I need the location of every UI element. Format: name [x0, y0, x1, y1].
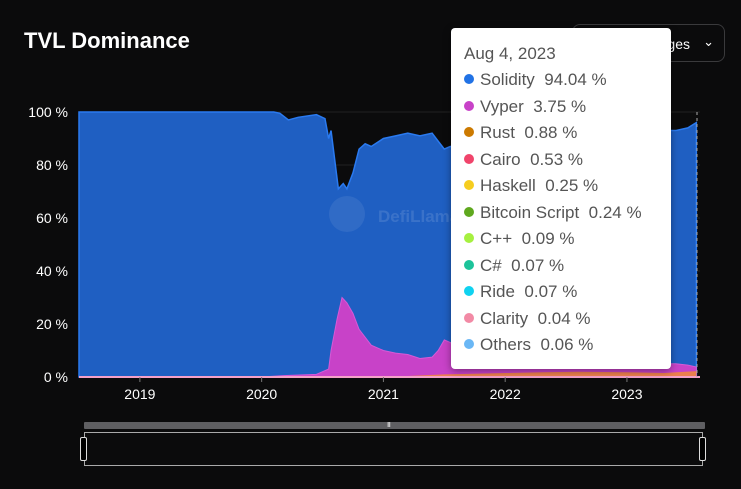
- tooltip-series-name: Others: [480, 335, 532, 354]
- series-dot-icon: [464, 233, 474, 243]
- y-tick-label: 20 %: [36, 316, 68, 332]
- x-tick-label: 2019: [124, 386, 155, 402]
- series-dot-icon: [464, 127, 474, 137]
- tooltip-series-value: 0.24 %: [579, 202, 642, 222]
- series-dot-icon: [464, 153, 474, 164]
- tooltip-date: Aug 4, 2023: [464, 44, 556, 63]
- llama-logo-icon: [329, 196, 365, 232]
- range-selector[interactable]: [84, 432, 703, 466]
- chart-title: TVL Dominance: [24, 28, 190, 53]
- tooltip-series-name: C#: [480, 255, 502, 275]
- series-dot-icon: [464, 339, 474, 349]
- tooltip-row: Ride 0.07 %: [464, 282, 577, 304]
- tooltip-series-value: 0.04 %: [528, 308, 591, 328]
- range-slider-grip-icon[interactable]: III: [387, 422, 391, 429]
- series-dot-icon: [464, 74, 474, 84]
- tooltip-series-name: Solidity: [480, 70, 535, 89]
- tooltip-series-name: Rust: [480, 123, 515, 142]
- x-tick-label: 2021: [368, 386, 399, 402]
- y-tick-label: 100 %: [28, 104, 68, 120]
- series-dot-icon: [464, 286, 474, 296]
- tooltip-series-name: Haskell: [480, 176, 536, 195]
- series-dot-icon: [464, 100, 474, 111]
- range-handle-left[interactable]: [80, 437, 87, 461]
- tooltip-series-name: Bitcoin Script: [480, 202, 580, 222]
- tooltip-row: C# 0.07 %: [464, 256, 564, 278]
- tooltip-row: Cairo 0.53 %: [464, 150, 583, 172]
- tooltip-series-value: 0.25 %: [535, 176, 599, 195]
- series-dot-icon: [464, 312, 474, 323]
- y-tick-label: 0 %: [44, 369, 68, 385]
- range-handle-right[interactable]: [699, 437, 706, 461]
- tooltip-series-value: 0.07 %: [514, 282, 578, 301]
- tooltip-series-value: 0.06 %: [531, 335, 594, 354]
- watermark-text: DefiLlama: [378, 207, 460, 226]
- x-tick-label: 2020: [246, 386, 277, 402]
- range-slider-track[interactable]: [84, 422, 705, 429]
- series-area-others: [79, 371, 697, 377]
- y-tick-label: 80 %: [36, 157, 68, 173]
- tooltip-series-value: 3.75 %: [523, 96, 587, 116]
- tooltip-row: Rust 0.88 %: [464, 123, 577, 145]
- tooltip: Aug 4, 2023 Solidity 94.04 % Vyper 3.75 %…: [451, 28, 671, 369]
- series-dot-icon: [464, 259, 474, 270]
- tooltip-row: Bitcoin Script 0.24 %: [464, 203, 642, 225]
- tooltip-row: Solidity 94.04 %: [464, 70, 607, 92]
- tooltip-series-value: 0.88 %: [514, 123, 578, 142]
- tooltip-row: Clarity 0.04 %: [464, 309, 591, 331]
- y-tick-label: 60 %: [36, 210, 68, 226]
- tooltip-series-name: Cairo: [480, 149, 521, 169]
- tooltip-series-name: Clarity: [480, 308, 529, 328]
- tooltip-row: Haskell 0.25 %: [464, 176, 598, 198]
- tooltip-row: Others 0.06 %: [464, 335, 593, 357]
- tooltip-series-name: Vyper: [480, 96, 524, 116]
- tooltip-series-value: 94.04 %: [534, 70, 607, 89]
- x-tick-label: 2023: [611, 386, 642, 402]
- tooltip-series-value: 0.53 %: [520, 149, 583, 169]
- x-tick-label: 2022: [490, 386, 521, 402]
- tooltip-row: Vyper 3.75 %: [464, 97, 586, 119]
- y-tick-label: 40 %: [36, 263, 68, 279]
- tooltip-series-value: 0.09 %: [512, 229, 575, 248]
- tooltip-series-value: 0.07 %: [501, 255, 565, 275]
- chevron-down-icon: ⌄: [703, 34, 714, 49]
- tooltip-series-name: Ride: [480, 282, 515, 301]
- series-dot-icon: [464, 180, 474, 190]
- tooltip-series-name: C++: [480, 229, 513, 248]
- tooltip-row: C++ 0.09 %: [464, 229, 575, 251]
- series-dot-icon: [464, 206, 474, 217]
